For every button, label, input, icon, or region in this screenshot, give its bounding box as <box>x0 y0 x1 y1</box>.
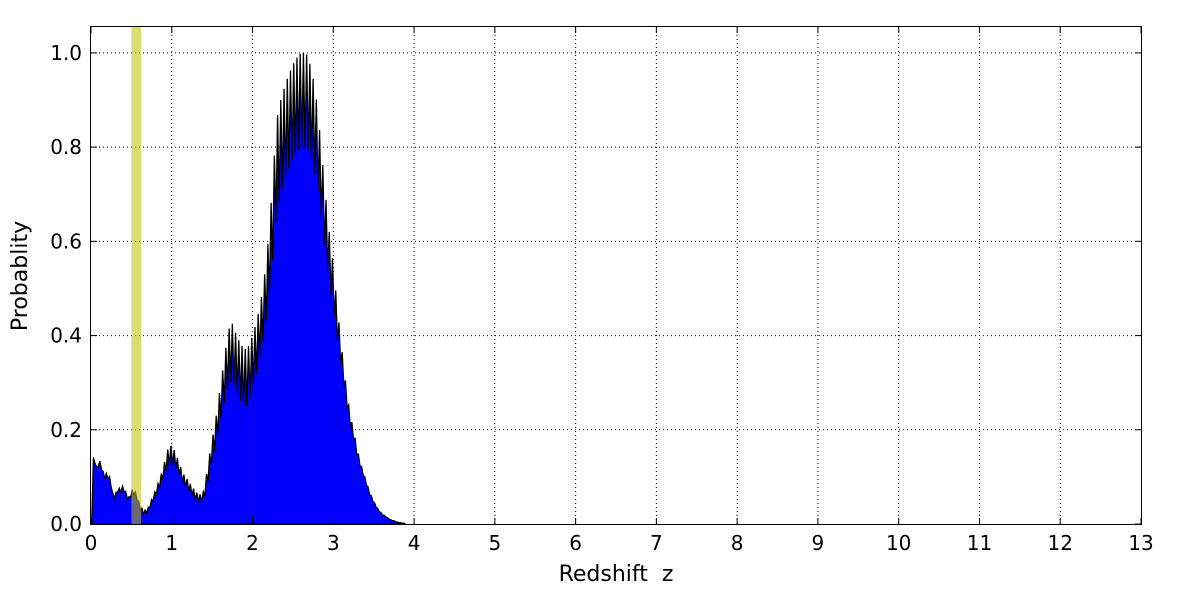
highlight-vspan-layer <box>131 27 142 524</box>
pdf-curve <box>91 52 407 525</box>
y-tick-label: 0.4 <box>50 324 82 348</box>
x-tick-label: 11 <box>967 531 992 555</box>
x-tick-label: 9 <box>812 531 825 555</box>
x-axis-label: Redshift z <box>559 562 674 587</box>
x-tick-label: 10 <box>886 531 911 555</box>
y-tick-label: 0.8 <box>50 135 82 159</box>
grid-lines <box>91 27 1141 524</box>
x-tick-label: 12 <box>1048 531 1073 555</box>
x-tick-label: 3 <box>327 531 340 555</box>
plot-frame <box>90 26 1142 525</box>
plot-frame-layer <box>90 26 1142 525</box>
pdf-curve-layer <box>91 52 407 525</box>
x-tick-label: 1 <box>165 531 178 555</box>
x-tick-label: 13 <box>1128 531 1153 555</box>
y-tick-label: 1.0 <box>50 41 82 65</box>
tick-labels-layer: 0 1 2 3 4 5 6 7 8 9 10 11 12 130.00.20.40.60.81.0 <box>50 41 1154 555</box>
x-tick-label: 5 <box>488 531 501 555</box>
y-axis-label: Probablity <box>8 221 33 331</box>
x-tick-label: 6 <box>569 531 582 555</box>
x-tick-label: 8 <box>731 531 744 555</box>
y-tick-label: 0.0 <box>50 512 82 536</box>
y-tick-label: 0.2 <box>50 418 82 442</box>
y-tick-label: 0.6 <box>50 229 82 253</box>
x-tick-label: 7 <box>650 531 663 555</box>
highlight-redshift-band <box>131 27 142 524</box>
x-tick-label: 0 <box>85 531 98 555</box>
x-tick-label: 2 <box>246 531 259 555</box>
x-tick-label: 4 <box>408 531 421 555</box>
